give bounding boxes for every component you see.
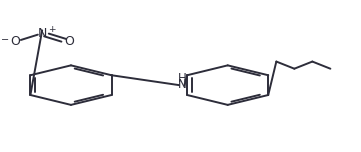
Text: O: O (64, 35, 74, 48)
Text: H: H (178, 72, 187, 85)
Text: +: + (48, 25, 56, 34)
Text: O: O (10, 35, 20, 48)
Text: N: N (178, 78, 187, 91)
Text: N: N (38, 27, 47, 40)
Text: −: − (1, 35, 9, 45)
